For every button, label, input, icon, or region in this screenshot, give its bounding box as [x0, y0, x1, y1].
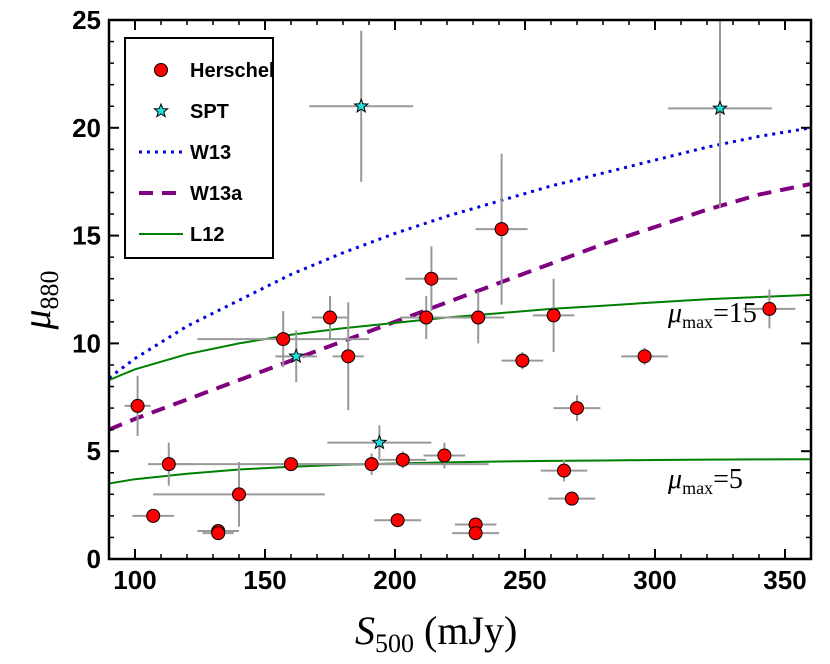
y-tick-label: 15	[72, 221, 101, 251]
herschel-point	[471, 310, 486, 325]
annotation-mumax-5: μmax=5	[667, 464, 743, 498]
curve-l12-max-15	[109, 293, 811, 382]
herschel-point	[364, 457, 379, 472]
legend-label-w13: W13	[190, 142, 231, 164]
spt-point	[712, 100, 728, 116]
legend-label-l12: L12	[190, 224, 224, 246]
herschel-point	[424, 271, 439, 286]
legend-label-spt: SPT	[190, 101, 229, 123]
herschel-point	[232, 487, 246, 502]
herschel-point	[276, 332, 291, 347]
herschel-point	[546, 308, 561, 323]
herschel-point	[390, 513, 405, 528]
plot-frame	[107, 18, 813, 561]
x-axis-label: S500 (mJy)	[355, 608, 517, 658]
legend-label-w13a: W13a	[190, 183, 243, 205]
herschel-point	[494, 222, 509, 237]
herschel-point	[341, 349, 356, 364]
spt-point	[288, 347, 305, 364]
x-tick-label: 350	[763, 565, 806, 595]
herschel-point	[762, 301, 777, 316]
herschel-point	[637, 349, 652, 364]
herschel-point	[130, 398, 145, 413]
herschel-point	[395, 452, 410, 467]
herschel-point	[323, 310, 337, 325]
legend-label-herschel: Herschel	[190, 60, 275, 82]
spt-point	[371, 434, 388, 450]
legend: Herschel SPT W13 W13a L12	[124, 37, 275, 259]
herschel-point	[468, 526, 483, 541]
y-tick-label: 20	[72, 113, 101, 143]
herschel-point	[211, 526, 226, 541]
legend-marker-herschel	[154, 63, 168, 77]
y-tick-label: 0	[87, 544, 101, 574]
x-tick-label: 200	[373, 565, 416, 595]
curve-w13a	[109, 181, 811, 432]
x-tick-label: 100	[113, 565, 156, 595]
x-tick-label: 300	[633, 565, 676, 595]
curve-w13	[109, 126, 811, 380]
data-markers	[130, 97, 777, 541]
x-tick-label: 150	[243, 565, 286, 595]
y-tick-label: 10	[72, 328, 101, 358]
x-tick-label: 250	[503, 565, 546, 595]
y-axis-label: μ880	[14, 270, 64, 330]
legend-box	[124, 37, 274, 259]
annotations: μmax=15 μmax=5	[667, 298, 757, 498]
axis-ticks: 100 150 200 250 300 350 0 5 10 15 20 25	[72, 5, 812, 595]
annotation-mumax-15: μmax=15	[667, 298, 757, 332]
curve-l12-max-5	[109, 458, 811, 485]
herschel-point	[146, 508, 161, 523]
herschel-point	[564, 491, 579, 506]
herschel-point	[419, 310, 434, 325]
y-tick-label: 5	[87, 436, 101, 466]
herschel-point	[557, 463, 571, 478]
herschel-point	[161, 457, 176, 472]
legend-marker-spt	[153, 102, 169, 118]
spt-point	[353, 97, 370, 114]
herschel-point	[515, 353, 530, 368]
herschel-point	[437, 448, 452, 463]
herschel-point	[284, 457, 298, 472]
y-tick-label: 25	[72, 5, 101, 35]
herschel-point	[570, 401, 584, 416]
